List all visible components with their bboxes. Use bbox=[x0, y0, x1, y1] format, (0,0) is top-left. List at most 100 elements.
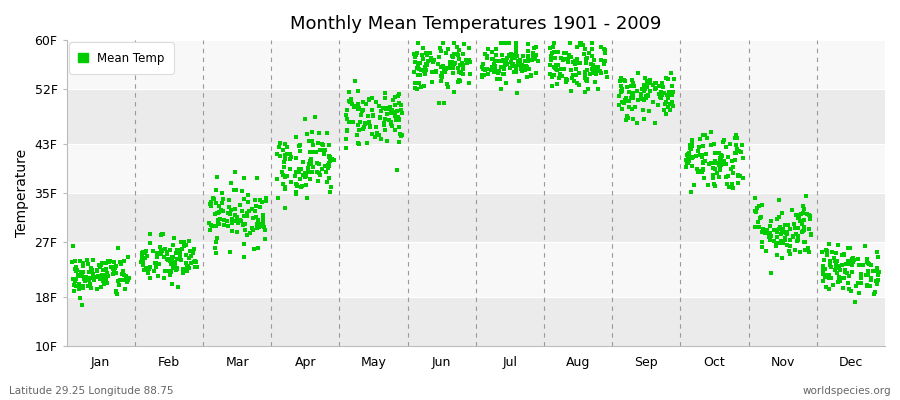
Point bbox=[520, 64, 535, 70]
Point bbox=[506, 63, 520, 69]
Point bbox=[256, 224, 271, 230]
Point bbox=[560, 77, 574, 84]
Point bbox=[136, 249, 150, 255]
Point bbox=[716, 139, 731, 146]
Point bbox=[480, 54, 494, 60]
Point bbox=[444, 61, 458, 67]
Point bbox=[323, 158, 338, 164]
Point bbox=[758, 230, 772, 236]
Point bbox=[713, 166, 727, 173]
Bar bbox=[67, 297, 885, 346]
Point bbox=[690, 169, 705, 175]
Point bbox=[778, 230, 793, 236]
Point bbox=[815, 278, 830, 285]
Point bbox=[158, 246, 172, 252]
Point bbox=[713, 165, 727, 171]
Point bbox=[383, 110, 398, 116]
Point bbox=[168, 267, 183, 273]
Point bbox=[179, 264, 194, 271]
Point bbox=[792, 215, 806, 221]
Point bbox=[96, 278, 111, 284]
Point bbox=[490, 69, 504, 76]
Point bbox=[706, 140, 721, 147]
Point bbox=[68, 266, 82, 272]
Text: Latitude 29.25 Longitude 88.75: Latitude 29.25 Longitude 88.75 bbox=[9, 386, 174, 396]
Point bbox=[488, 58, 502, 64]
Point bbox=[79, 274, 94, 280]
Point bbox=[392, 100, 406, 106]
Point bbox=[221, 197, 236, 204]
Point bbox=[520, 66, 535, 72]
Point bbox=[221, 223, 236, 230]
Point bbox=[237, 241, 251, 247]
Point bbox=[544, 74, 559, 80]
Point bbox=[209, 200, 223, 206]
Point bbox=[689, 153, 704, 159]
Point bbox=[304, 157, 319, 163]
Point bbox=[795, 221, 809, 228]
Point bbox=[512, 57, 526, 64]
Point bbox=[787, 234, 801, 240]
Point bbox=[213, 207, 228, 214]
Point bbox=[508, 44, 523, 50]
Point bbox=[620, 98, 634, 105]
Point bbox=[348, 77, 363, 84]
Point bbox=[543, 62, 557, 69]
Point bbox=[303, 161, 318, 168]
Point bbox=[504, 58, 518, 65]
Point bbox=[186, 259, 201, 266]
Point bbox=[626, 93, 640, 100]
Point bbox=[347, 104, 362, 110]
Point bbox=[143, 231, 157, 238]
Point bbox=[280, 151, 294, 157]
Point bbox=[790, 238, 805, 244]
Point bbox=[656, 90, 670, 96]
Point bbox=[139, 267, 153, 273]
Point bbox=[698, 158, 713, 164]
Point bbox=[714, 162, 728, 168]
Point bbox=[165, 254, 179, 260]
Point bbox=[626, 83, 641, 89]
Point bbox=[410, 65, 424, 71]
Point bbox=[353, 119, 367, 126]
Point bbox=[796, 224, 811, 230]
Point bbox=[648, 86, 662, 92]
Point bbox=[631, 97, 645, 104]
Point bbox=[580, 75, 594, 82]
Point bbox=[826, 282, 841, 288]
Point bbox=[571, 44, 585, 50]
Point bbox=[204, 223, 219, 230]
Point bbox=[451, 78, 465, 85]
Point bbox=[388, 113, 402, 120]
Point bbox=[408, 80, 422, 86]
Point bbox=[666, 102, 680, 109]
Point bbox=[380, 111, 394, 117]
Point bbox=[418, 68, 433, 74]
Point bbox=[280, 144, 294, 150]
Point bbox=[780, 242, 795, 248]
Point bbox=[180, 267, 194, 274]
Point bbox=[256, 216, 270, 222]
Point bbox=[571, 60, 585, 66]
Point bbox=[68, 283, 83, 290]
Point bbox=[237, 213, 251, 219]
Point bbox=[508, 55, 523, 62]
Point bbox=[658, 101, 672, 108]
Point bbox=[305, 169, 320, 175]
Point bbox=[851, 262, 866, 268]
Point bbox=[854, 270, 868, 277]
Point bbox=[780, 231, 795, 237]
Point bbox=[625, 106, 639, 113]
Point bbox=[413, 66, 428, 73]
Point bbox=[76, 284, 91, 291]
Point bbox=[343, 98, 357, 105]
Point bbox=[770, 240, 785, 246]
Point bbox=[408, 85, 422, 91]
Point bbox=[724, 158, 739, 164]
Point bbox=[410, 40, 425, 46]
Point bbox=[138, 250, 152, 256]
Point bbox=[355, 108, 369, 114]
Point bbox=[836, 284, 850, 291]
Point bbox=[230, 215, 245, 222]
Point bbox=[588, 79, 602, 86]
